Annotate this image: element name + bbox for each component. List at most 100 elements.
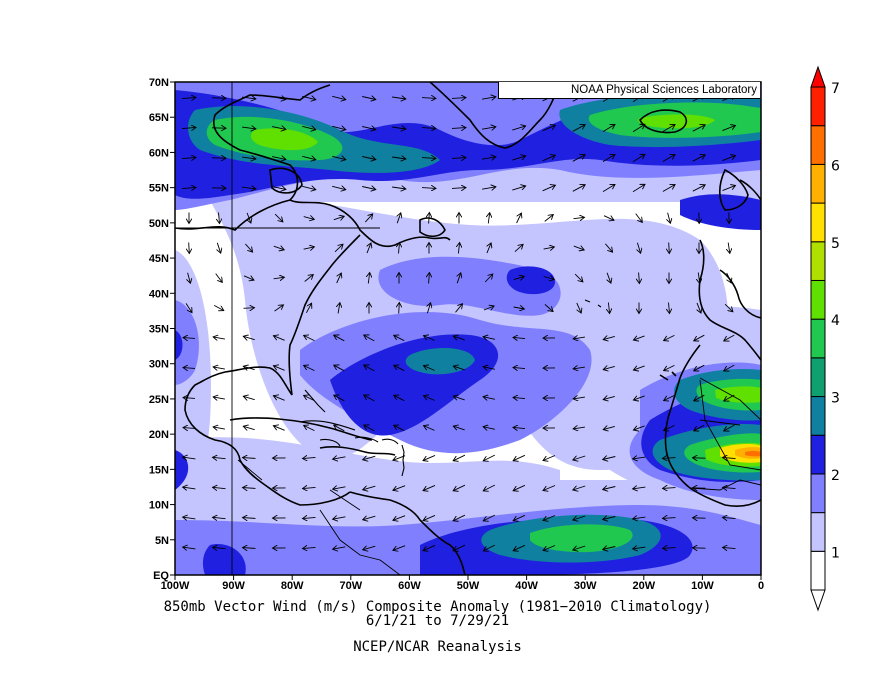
lon-label: 30W [574,580,597,592]
wind-vector [542,125,556,132]
colorbar-segment [810,86,826,127]
wind-vector [336,273,342,284]
wind-vector [483,337,495,340]
wind-vector [453,454,466,461]
wind-vector [304,365,315,372]
wind-vector [724,424,735,431]
lon-label: 10W [691,580,714,592]
wind-vector [694,364,705,371]
colorbar-segment [810,473,826,514]
lat-label: 55N [149,183,169,195]
wind-vector [274,305,284,312]
wind-vector [427,303,430,314]
wind-vector [213,547,226,548]
wind-vector [726,272,732,283]
wind-vector [215,273,223,283]
wind-vector [513,544,526,550]
wind-vector [543,485,556,491]
wind-vector [421,98,436,99]
wind-vector [393,455,406,461]
wind-vector [399,303,400,314]
wind-vector [243,518,256,519]
wind-vector [219,212,220,224]
wind-vector [697,302,701,313]
wind-vector [543,455,556,461]
wind-vector [722,155,736,162]
wind-vector [632,154,645,163]
wind-vector [364,214,372,223]
wind-vector [663,488,676,489]
wind-vector [724,303,733,312]
wind-vector [668,212,671,224]
wind-vector [423,514,436,520]
wind-vector [394,395,405,402]
wind-vector [633,547,646,549]
wind-vector [573,397,585,399]
wind-vector [302,96,316,99]
wind-vector [669,302,670,314]
caption-title: 850mb Vector Wind (m/s) Composite Anomal… [163,599,712,615]
wind-vector [272,97,286,100]
wind-vector [512,156,525,161]
wind-vector [273,336,285,341]
wind-vector [429,213,430,224]
caption-dates: 6/1/21 to 7/29/21 [365,613,510,629]
wind-vector [513,514,526,520]
wind-vector [662,125,675,132]
colorbar-segment [810,125,826,165]
wind-vector [273,246,284,250]
wind-vector [514,244,523,253]
wind-vector [421,188,436,189]
wind-vector [185,303,192,312]
wind-vector [304,425,315,432]
wind-vector [393,515,406,521]
wind-vector [423,544,436,550]
wind-vector [632,124,645,133]
lon-label: 100W [161,580,190,592]
wind-vector [483,454,496,461]
wind-vector [394,425,405,432]
wind-vector [334,244,343,253]
wind-vector [513,337,526,338]
wind-vector [603,215,614,221]
wind-vector [482,187,496,189]
colorbar-label: 4 [831,313,840,329]
wind-vector [363,516,376,520]
colorbar-segment [810,550,826,591]
wind-vector [544,304,553,311]
wind-vector [303,247,315,249]
wind-vector [306,303,311,314]
wind-vector [513,454,526,460]
wind-vector [332,96,346,99]
lon-label: 50W [457,580,480,592]
lat-label: 5N [155,535,169,547]
wind-vector [392,127,406,129]
wind-vector [694,424,705,431]
wind-vector [183,547,196,549]
colorbar-label: 6 [831,158,840,174]
wind-vector [183,428,196,429]
lat-label: 35N [149,324,169,336]
wind-vector [663,458,676,459]
wind-vector [603,457,616,460]
wind-vector [632,184,645,193]
wind-vector [482,157,496,159]
wind-vector [213,367,225,369]
wind-vector [602,124,615,132]
wind-vector [243,548,256,549]
wind-vector [334,425,345,432]
wind-vector [423,484,436,490]
wind-vector [602,184,615,192]
lat-label: 65N [149,112,169,124]
wind-vector [451,188,466,189]
wind-vector [338,303,340,314]
wind-vector [183,457,196,459]
wind-vector [333,216,344,219]
colorbar-segment [810,512,826,552]
caption-source: NCEP/NCAR Reanalysis [353,639,522,655]
wind-vector [602,154,615,162]
wind-vector [573,217,585,218]
wind-vector [421,158,436,159]
wind-vector [722,125,736,132]
wind-vector [573,455,586,460]
